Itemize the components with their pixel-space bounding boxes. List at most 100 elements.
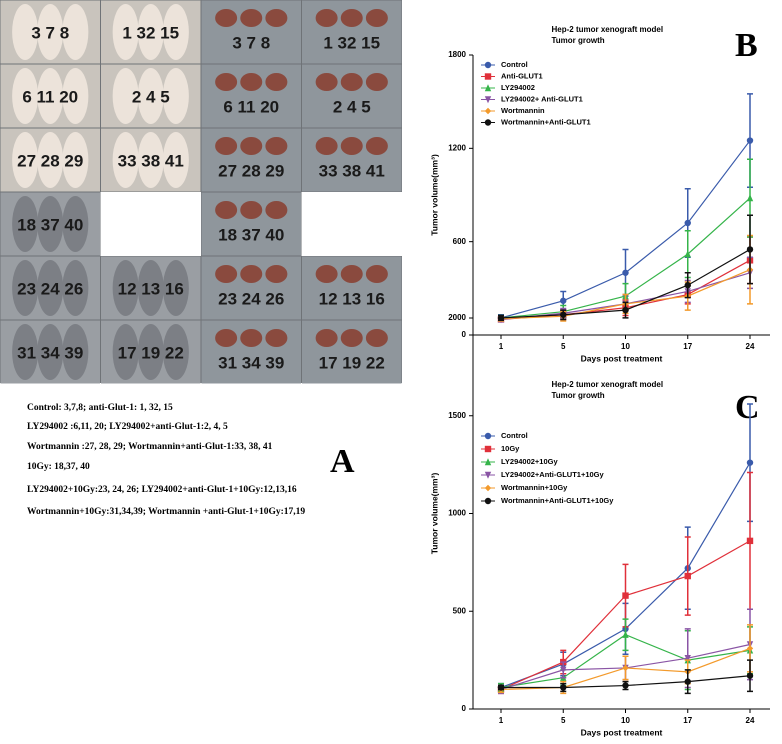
y-tick-label: 500 <box>453 606 467 615</box>
mouse <box>112 68 139 124</box>
x-tick-label: 24 <box>746 716 755 725</box>
mouse <box>162 324 189 380</box>
legend-label: Anti-GLUT1 <box>501 71 543 80</box>
legend-label: Control <box>501 431 528 440</box>
mouse <box>12 324 39 380</box>
y-tick-label: 1500 <box>448 411 466 420</box>
photo-label: 3 7 8 <box>31 23 69 42</box>
data-point <box>746 246 754 253</box>
data-point <box>684 219 691 227</box>
mouse <box>137 68 164 124</box>
photo-label: 1 32 15 <box>323 33 380 52</box>
tumor <box>240 137 263 155</box>
mouse <box>112 324 139 380</box>
tumor <box>215 329 238 347</box>
data-point <box>622 630 629 638</box>
mouse <box>12 196 39 252</box>
data-point <box>622 682 629 689</box>
photo-label: 18 37 40 <box>218 225 284 244</box>
legend-label: LY294002+10Gy <box>501 457 558 466</box>
x-tick-label: 1 <box>499 716 504 725</box>
tumor <box>265 329 288 347</box>
photo-label: 1 32 15 <box>122 23 179 42</box>
group-legend: Wortmannin+10Gy:31,34,39; Wortmannin +an… <box>27 507 305 517</box>
legend-label: Wortmannin+Anti-GLUT1+10Gy <box>501 496 614 505</box>
tumor <box>240 329 263 347</box>
tumor <box>365 9 388 27</box>
mouse <box>37 68 64 124</box>
tumor <box>215 201 238 219</box>
data-point <box>560 297 567 304</box>
data-point <box>684 572 691 580</box>
y-tick-label: 1200 <box>448 143 466 152</box>
photo-label: 2 4 5 <box>333 97 371 116</box>
data-point <box>746 459 754 466</box>
photo-label: 31 34 39 <box>17 343 83 362</box>
x-tick-label: 24 <box>746 342 755 351</box>
tumor <box>315 73 338 91</box>
y-axis-label: Tumor volume(mm³) <box>429 154 439 236</box>
panel-letter: A <box>330 443 355 480</box>
data-point <box>746 672 754 679</box>
group-legend: LY294002+10Gy:23, 24, 26; LY294002+anti-… <box>27 485 297 495</box>
x-tick-label: 1 <box>499 342 504 351</box>
photo-label: 6 11 20 <box>223 97 279 116</box>
mouse <box>37 196 64 252</box>
data-point <box>497 314 505 322</box>
mouse <box>37 324 64 380</box>
tumor <box>265 73 288 91</box>
tumor <box>365 265 388 283</box>
x-axis-label: Days post treatment <box>581 353 663 363</box>
tumor <box>340 73 363 91</box>
mouse <box>12 68 39 124</box>
group-legend: Control: 3,7,8; anti-Glut-1: 1, 32, 15 <box>27 403 173 413</box>
data-point <box>684 678 691 685</box>
photo-label: 31 34 39 <box>218 353 284 372</box>
data-point <box>622 664 629 672</box>
data-point <box>497 684 505 691</box>
x-tick-label: 5 <box>561 716 566 725</box>
data-point <box>746 645 754 652</box>
legend-label: Control <box>501 60 528 69</box>
legend-marker <box>484 445 492 453</box>
tumor <box>265 9 288 27</box>
tumor <box>340 137 363 155</box>
data-point <box>684 654 691 662</box>
mouse <box>162 132 189 188</box>
data-point <box>560 311 567 318</box>
tumor <box>215 137 238 155</box>
tumor <box>315 137 338 155</box>
legend-marker <box>484 61 492 69</box>
mouse <box>62 260 89 316</box>
photo-label: 27 28 29 <box>17 151 83 170</box>
y-tick-label: 1800 <box>448 50 466 59</box>
data-point <box>684 282 691 289</box>
mouse <box>12 132 39 188</box>
mouse <box>162 68 189 124</box>
x-tick-label: 17 <box>683 342 692 351</box>
legend-marker <box>484 484 492 492</box>
legend-label: LY294002+Anti-GLUT1+10Gy <box>501 470 605 479</box>
mouse <box>62 196 89 252</box>
tumor <box>240 73 263 91</box>
chart-subtitle: Tumor growth <box>552 391 605 400</box>
chart-title: Hep-2 tumor xenograft model <box>552 380 664 389</box>
tumor <box>315 329 338 347</box>
x-tick-label: 17 <box>683 716 692 725</box>
group-legend: LY294002 :6,11, 20; LY294002+anti-Glut-1… <box>27 422 228 432</box>
tumor <box>240 9 263 27</box>
data-point <box>746 194 754 202</box>
x-tick-label: 10 <box>621 342 630 351</box>
tumor <box>215 9 238 27</box>
legend-marker <box>484 458 492 466</box>
data-point <box>560 666 567 674</box>
legend-marker <box>484 432 492 440</box>
mouse <box>37 260 64 316</box>
data-point <box>622 592 629 599</box>
legend-label: 10Gy <box>501 444 520 453</box>
data-point <box>622 269 629 276</box>
legend-label: LY294002+ Anti-GLUT1 <box>501 94 583 103</box>
legend-label: Wortmannin+10Gy <box>501 483 568 492</box>
mouse <box>137 132 164 188</box>
tumor <box>340 9 363 27</box>
